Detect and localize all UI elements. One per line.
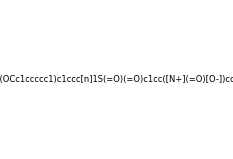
Text: O=C(OCc1ccccc1)c1ccc[n]1S(=O)(=O)c1cc([N+](=O)[O-])ccc1Cl: O=C(OCc1ccccc1)c1ccc[n]1S(=O)(=O)c1cc([N…	[0, 75, 233, 84]
